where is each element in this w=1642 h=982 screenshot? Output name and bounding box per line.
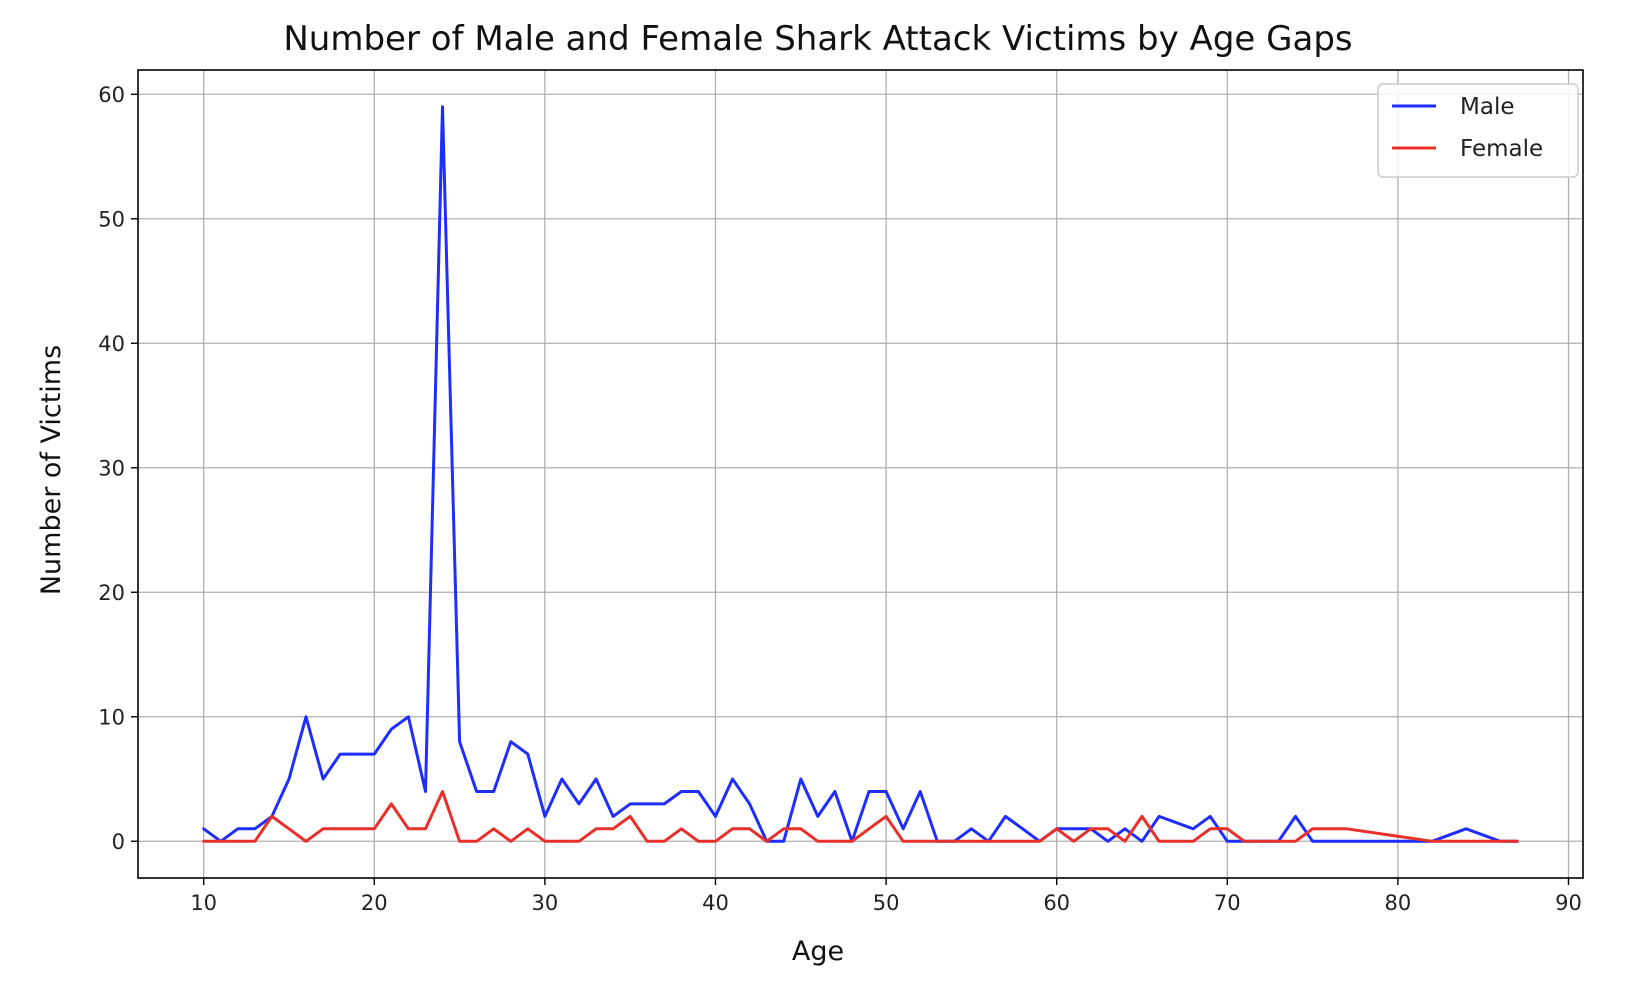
x-tick-label: 20 (361, 891, 388, 915)
y-axis-title: Number of Victims (36, 345, 67, 595)
legend-label-female: Female (1460, 136, 1543, 162)
axis-ticks: 10 20 30 40 50 60 70 80 90 0 10 20 30 40 50 60 (98, 83, 1582, 915)
x-tick-label: 50 (873, 891, 900, 915)
y-tick-label: 20 (98, 581, 125, 605)
plot-frame (137, 69, 1584, 879)
y-tick-label: 10 (98, 705, 125, 729)
x-tick-label: 80 (1385, 891, 1412, 915)
series-lines (202, 105, 1519, 843)
series-line-male (202, 105, 1519, 843)
legend-label-male: Male (1460, 94, 1514, 120)
y-tick-label: 50 (98, 207, 125, 231)
x-tick-label: 70 (1214, 891, 1241, 915)
x-tick-label: 10 (190, 891, 217, 915)
y-tick-label: 40 (98, 332, 125, 356)
chart-title: Number of Male and Female Shark Attack V… (283, 19, 1352, 59)
x-tick-label: 30 (532, 891, 559, 915)
y-tick-label: 30 (98, 456, 125, 480)
x-axis-title: Age (792, 936, 844, 967)
legend: Male Female (1377, 83, 1579, 178)
x-tick-label: 90 (1555, 891, 1582, 915)
x-tick-label: 60 (1043, 891, 1070, 915)
series-line-female (202, 790, 1519, 843)
y-tick-label: 60 (98, 83, 125, 107)
x-tick-label: 40 (702, 891, 729, 915)
y-tick-label: 0 (112, 830, 125, 854)
